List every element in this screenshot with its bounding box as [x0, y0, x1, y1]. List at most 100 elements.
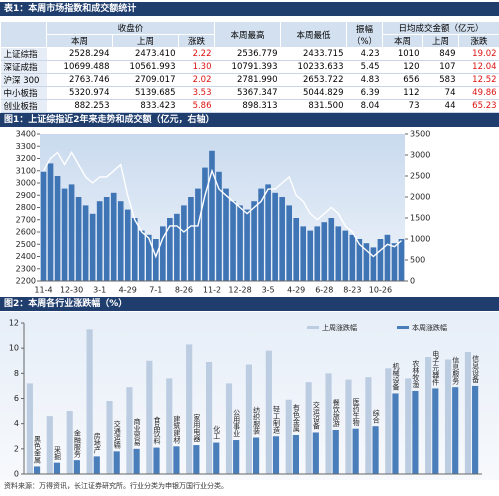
x-tick-label: 11-2 — [203, 286, 221, 295]
bar — [146, 360, 153, 474]
bar — [173, 446, 180, 474]
volume-bar — [188, 197, 194, 281]
table-title: 表1：本周市场指数和成交额统计 — [0, 2, 499, 16]
bar — [33, 466, 41, 474]
x-tick-label: 8-23 — [343, 286, 361, 295]
table-cell: 831.500 — [280, 99, 347, 113]
table-cell: 583 — [422, 73, 459, 87]
volume-bar — [209, 150, 215, 281]
category-label: 采掘 — [53, 445, 61, 461]
bar — [225, 383, 233, 474]
table-cell: 19.02 — [458, 47, 499, 61]
bar — [292, 434, 299, 474]
volume-bar — [314, 226, 321, 281]
index-chart: 2200 2300 2400 2500 2600 2700 2800 2900 3000 3100… — [16, 130, 431, 295]
table-cell: 10699.488 — [46, 60, 113, 74]
y-tick-label: 12 — [9, 319, 19, 328]
y2-tick-label: 0 — [410, 277, 415, 286]
category-label: 医药生物 — [352, 398, 360, 427]
table-cell: 深证成指 — [0, 60, 47, 74]
volume-bar — [54, 176, 61, 281]
table-cell: 65.23 — [458, 99, 499, 113]
legend-label: 本周涨跌幅 — [412, 323, 447, 332]
y-tick-label: 4 — [14, 419, 19, 428]
bar — [233, 440, 240, 474]
y-tick-label: 3000 — [16, 179, 36, 188]
table-cell: 120 — [382, 60, 423, 74]
volume-bar — [117, 201, 124, 281]
table-cell: 10561.993 — [112, 60, 179, 74]
bar — [392, 393, 399, 474]
table-cell: 44 — [422, 99, 459, 113]
header-cell: 日均成交金额（亿元） — [381, 21, 499, 35]
table-cell: 5044.829 — [280, 86, 347, 100]
category-label: 家用电器 — [193, 413, 201, 443]
category-label: 电子元器件 — [432, 350, 440, 387]
volume-bar — [377, 239, 384, 281]
table-row: 创业板指 882.253 833.423 5.86 898.313 831.500 8.04… — [0, 99, 499, 113]
y2-tick-label: 3000 — [410, 151, 430, 160]
header-cell: 涨跌 — [178, 34, 215, 48]
x-tick-label: 8-26 — [175, 286, 193, 295]
volume-bar — [370, 247, 377, 281]
bar — [133, 448, 140, 474]
volume-bar — [195, 188, 201, 281]
table-row: 上证综指 2528.294 2473.410 2.22 2536.779 2433.715… — [0, 47, 499, 61]
category-label: 信息设备 — [472, 354, 480, 384]
bar — [325, 373, 332, 474]
y-tick-label: 3100 — [16, 166, 36, 175]
volume-bar — [145, 234, 152, 281]
volume-bar — [103, 197, 110, 281]
volume-bar — [75, 197, 82, 281]
bar — [93, 456, 100, 474]
table-cell: 12.52 — [458, 73, 499, 87]
volume-bar — [131, 218, 138, 281]
bar — [432, 388, 439, 474]
table-cell: 5367.347 — [214, 86, 281, 100]
bar — [385, 368, 392, 474]
y-tick-label: 2700 — [16, 215, 36, 224]
y-tick-label: 2400 — [16, 252, 36, 261]
bar — [412, 390, 419, 474]
source-note: 资料来源：万得资讯，长江证券研究所。行业分类为申银万国行业分类。 — [4, 482, 228, 490]
volume-bar — [293, 218, 300, 281]
volume-bar — [258, 188, 264, 281]
table-cell: 1010 — [382, 47, 423, 61]
volume-bar — [342, 230, 349, 281]
category-label: 化工 — [213, 425, 221, 440]
y-tick-label: 3400 — [16, 130, 36, 139]
table-cell: 3.53 — [178, 86, 215, 100]
table-cell: 898.313 — [214, 99, 281, 113]
header-cell: 上周 — [112, 34, 179, 48]
y2-tick-label: 1500 — [410, 214, 430, 223]
table-cell: 1.30 — [178, 60, 215, 74]
volume-bar — [307, 230, 314, 281]
volume-bar — [237, 205, 243, 281]
volume-bar — [82, 205, 89, 281]
bar — [73, 460, 80, 474]
table-cell: 8.04 — [346, 99, 383, 113]
volume-bar — [230, 201, 236, 281]
table-cell: 833.423 — [112, 99, 179, 113]
bar — [332, 429, 339, 474]
table-cell: 2709.017 — [112, 73, 179, 87]
category-label: 商业贸易 — [133, 417, 141, 447]
x-tick-label: 4-29 — [119, 286, 137, 295]
table-row: 深证成指 10699.488 10561.993 1.30 10791.393 10233… — [0, 60, 499, 74]
category-label: 建筑建材 — [173, 414, 181, 443]
table-cell: 上证综指 — [0, 47, 47, 61]
bar — [365, 377, 372, 474]
bar — [126, 387, 133, 474]
header-cell: 收盘价 — [46, 21, 215, 35]
legend-label: 上周涨跌幅 — [322, 323, 357, 332]
legend-swatch — [307, 326, 319, 329]
y-tick-label: 2200 — [16, 277, 36, 286]
y-tick-label: 2800 — [16, 203, 36, 212]
bar — [464, 351, 472, 474]
bar — [213, 442, 220, 474]
bar — [86, 329, 93, 474]
header-row: 收盘价 本周最高 本周最低 振幅 （%） 日均成交金额（亿元） — [0, 21, 499, 48]
bar — [345, 379, 352, 474]
table-cell: 4.23 — [346, 47, 383, 61]
